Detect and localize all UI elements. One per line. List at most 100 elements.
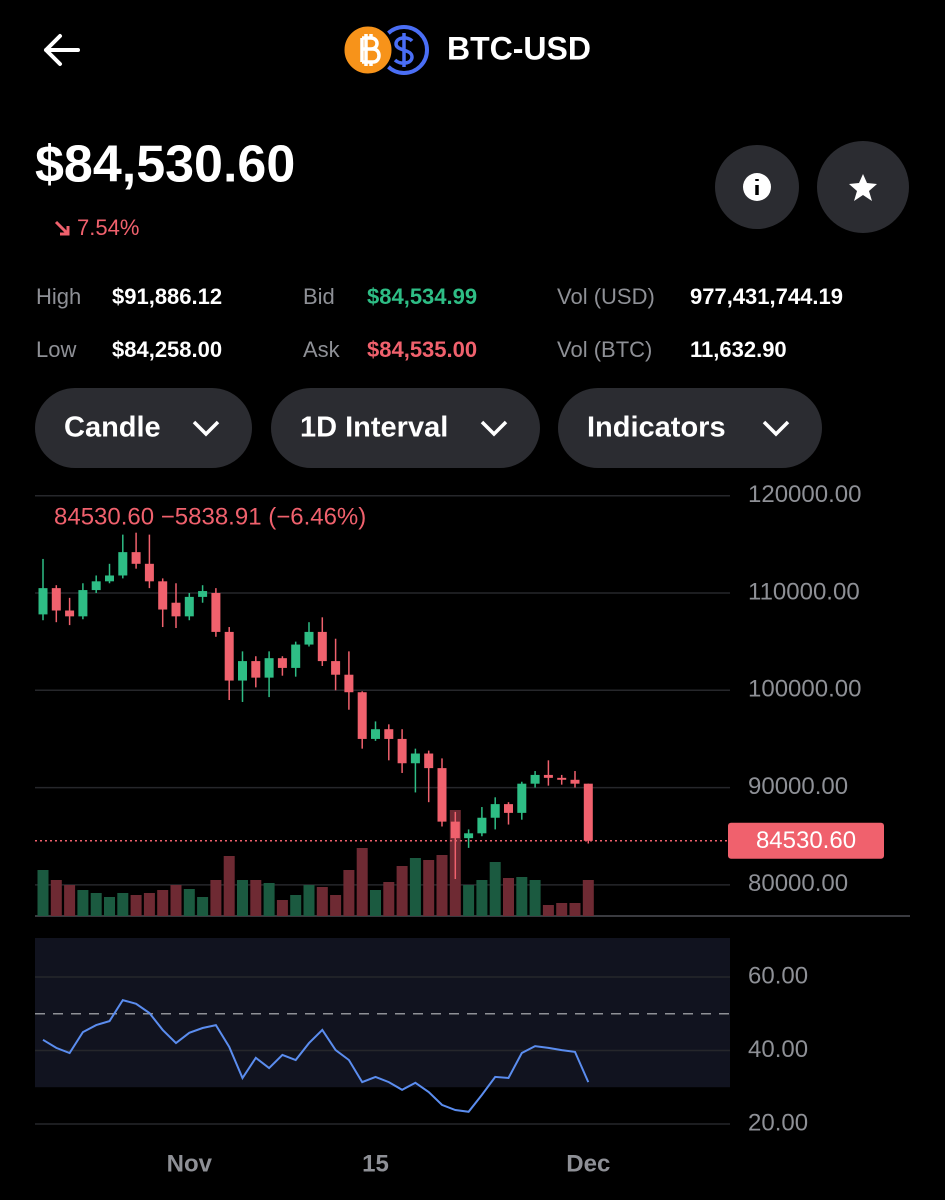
chart: 120000.00 110000.00 100000.00 90000.00 80000… bbox=[35, 481, 884, 1177]
volume-bar bbox=[370, 890, 381, 916]
stat-label: Ask bbox=[303, 337, 341, 362]
candle-body bbox=[291, 644, 301, 668]
volume-bar bbox=[556, 903, 568, 916]
volume-bar bbox=[276, 900, 288, 916]
y-tick-label: 100000.00 bbox=[748, 676, 861, 703]
candle-body bbox=[397, 738, 407, 764]
dropdown[interactable]: Indicators bbox=[558, 388, 822, 468]
down-arrow bbox=[54, 220, 70, 236]
stat-label: Low bbox=[36, 337, 76, 362]
y-tick-label: 20.00 bbox=[748, 1109, 808, 1136]
usd-glyph bbox=[393, 33, 414, 67]
favorite-button[interactable] bbox=[817, 141, 909, 233]
candle-body bbox=[504, 804, 513, 813]
candle-body bbox=[184, 596, 194, 617]
volume-bar bbox=[90, 893, 102, 916]
candle-body bbox=[424, 753, 434, 769]
volume-bar bbox=[582, 880, 594, 916]
stat-label: Vol (BTC) bbox=[557, 337, 652, 362]
candle-body bbox=[357, 692, 367, 739]
candle-body bbox=[224, 631, 234, 681]
volume-bar bbox=[463, 885, 475, 916]
candle-body bbox=[317, 631, 327, 662]
candle-body bbox=[517, 783, 527, 813]
candle-body bbox=[91, 581, 101, 591]
candle-body bbox=[410, 753, 420, 764]
candle-body bbox=[65, 610, 75, 617]
dropdown[interactable]: Candle bbox=[35, 388, 252, 468]
dropdown-bg bbox=[271, 388, 540, 468]
candle-body bbox=[51, 588, 61, 611]
candle-body bbox=[477, 817, 487, 834]
x-tick-label: 15 bbox=[362, 1150, 389, 1177]
stat-label: High bbox=[36, 284, 81, 309]
chevron bbox=[762, 420, 790, 437]
candle-body bbox=[198, 591, 208, 597]
volume-bar bbox=[489, 862, 501, 916]
dropdown-bg bbox=[35, 388, 252, 468]
stat-label: Bid bbox=[303, 284, 335, 309]
volume-bar bbox=[104, 897, 115, 916]
dropdown[interactable]: 1D Interval bbox=[271, 388, 540, 468]
volume-bar bbox=[516, 877, 528, 916]
stat-value: $84,534.99 bbox=[367, 284, 477, 309]
volume-bar bbox=[290, 895, 302, 916]
candle-body bbox=[38, 588, 48, 615]
rsi-band bbox=[35, 938, 730, 1088]
back-arrow bbox=[44, 34, 80, 66]
pair-icon bbox=[341, 23, 429, 77]
volume-bar bbox=[476, 880, 488, 916]
volume-bar bbox=[130, 895, 142, 916]
volume-bar bbox=[503, 878, 514, 916]
candle-body bbox=[437, 768, 447, 822]
volume-bar bbox=[157, 890, 169, 916]
volume-bar bbox=[343, 870, 355, 916]
dropdown-label: Candle bbox=[64, 412, 161, 444]
star-icon bbox=[849, 174, 877, 201]
volume-bar bbox=[117, 893, 129, 916]
chart-annotation: 84530.60 −5838.91 (−6.46%) bbox=[54, 503, 366, 530]
candle-body bbox=[264, 658, 274, 678]
volume-bar bbox=[197, 897, 209, 916]
stat-value: $91,886.12 bbox=[112, 284, 222, 309]
stat-value: 977,431,744.19 bbox=[690, 284, 843, 309]
volume-bar bbox=[569, 903, 581, 916]
candle-body bbox=[530, 774, 540, 784]
volume-bar bbox=[396, 866, 408, 916]
volume-bar bbox=[423, 860, 435, 916]
volume-bar bbox=[170, 885, 182, 916]
y-tick-label: 60.00 bbox=[748, 962, 808, 989]
candle-body bbox=[105, 575, 114, 582]
candle-body bbox=[384, 729, 394, 739]
y-tick-label: 40.00 bbox=[748, 1036, 808, 1063]
candle-body bbox=[238, 661, 247, 681]
info-button[interactable] bbox=[715, 145, 799, 229]
dropdown-bg bbox=[558, 388, 822, 468]
stat-value: $84,535.00 bbox=[367, 337, 477, 362]
volume-bar bbox=[183, 889, 195, 916]
candle-body bbox=[118, 552, 128, 576]
candle-body bbox=[277, 658, 287, 668]
volume-bar bbox=[50, 880, 62, 916]
volume-bar bbox=[237, 880, 248, 916]
stat-label: Vol (USD) bbox=[557, 284, 655, 309]
stat-value: 11,632.90 bbox=[690, 337, 787, 362]
y-tick-label: 80000.00 bbox=[748, 870, 848, 897]
price: $84,530.60 bbox=[35, 136, 295, 194]
price-change: 7.54% bbox=[77, 215, 139, 240]
volume-bar bbox=[250, 880, 262, 916]
candle-body bbox=[251, 661, 261, 678]
candle-body bbox=[144, 563, 154, 582]
y-tick-label: 90000.00 bbox=[748, 773, 848, 800]
back-button[interactable] bbox=[44, 34, 80, 66]
candle-body bbox=[464, 833, 474, 839]
y-tick-label: 110000.00 bbox=[748, 578, 860, 605]
candle-body bbox=[331, 661, 341, 675]
candle-body bbox=[557, 777, 567, 780]
stat-value: $84,258.00 bbox=[112, 337, 222, 362]
volume-bar bbox=[143, 893, 155, 916]
pair-title: BTC-USD bbox=[447, 30, 591, 66]
candle-body bbox=[171, 602, 181, 617]
rsi-line bbox=[42, 998, 590, 1113]
candle-body bbox=[344, 674, 354, 693]
